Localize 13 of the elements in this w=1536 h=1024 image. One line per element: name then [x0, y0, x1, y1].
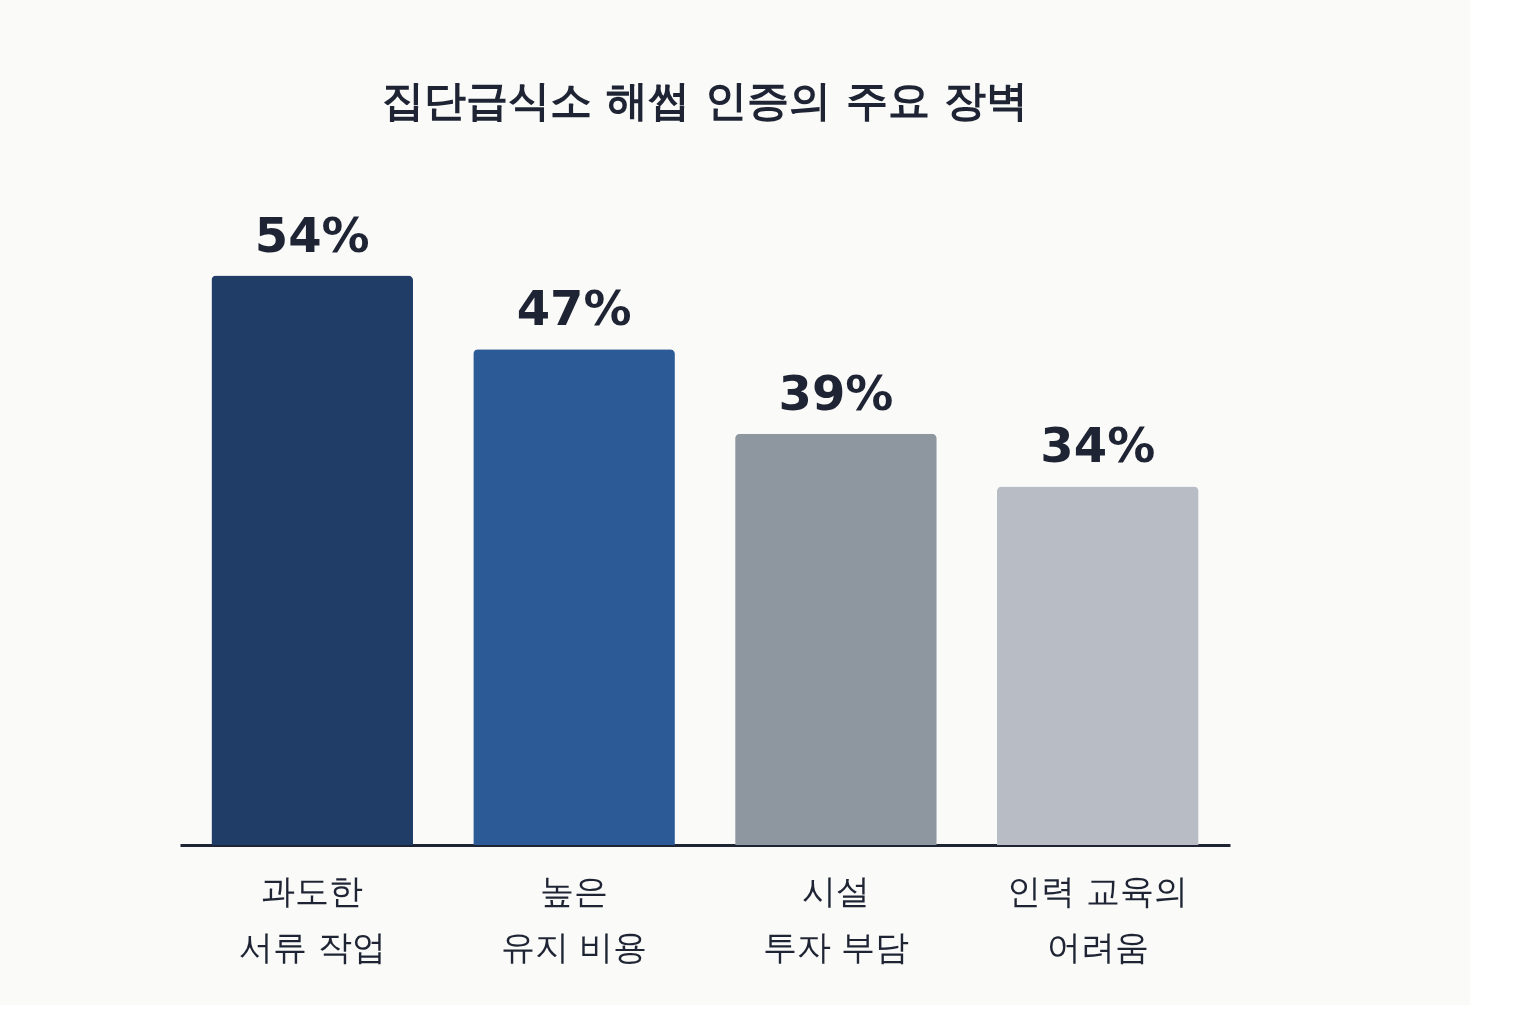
- x-tick-label: 시설 투자 부담: [762, 870, 910, 967]
- bar: [996, 486, 1199, 845]
- x-tick-label: 높은 유지 비용: [500, 870, 648, 967]
- data-label: 34%: [1040, 417, 1156, 474]
- chart-title: 집단급식소 해썹 인증의 주요 장벽: [381, 75, 1029, 125]
- x-tick-label: 과도한 서류 작업: [238, 870, 386, 967]
- data-label: 47%: [516, 280, 632, 337]
- bar: [735, 433, 937, 845]
- data-label: 39%: [778, 364, 894, 421]
- x-tick-label: 인력 교육의 어려움: [1007, 870, 1189, 967]
- bar: [211, 275, 414, 845]
- bar: [473, 349, 675, 845]
- data-label: 54%: [254, 206, 370, 263]
